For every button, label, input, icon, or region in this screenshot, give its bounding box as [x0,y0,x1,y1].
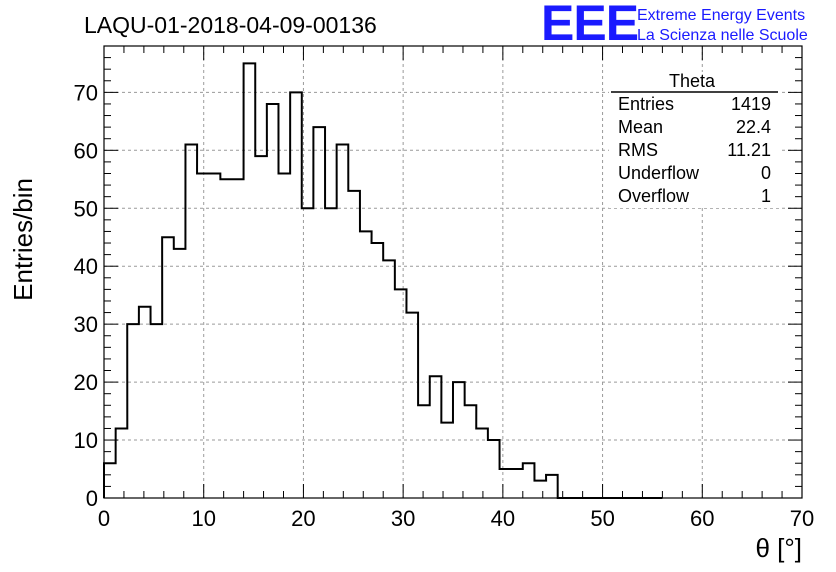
x-tick-label: 10 [191,506,215,531]
histogram-bin [383,260,395,498]
histogram-bin [465,405,477,498]
x-tick-label: 70 [790,506,814,531]
histogram-bin [267,104,279,498]
histogram-bin [313,127,325,498]
stats-row-value: 0 [761,163,771,183]
histogram-bin [511,469,523,498]
y-tick-label: 70 [74,80,98,105]
histogram-series [103,62,663,499]
histogram-bin [523,463,535,498]
histogram-bin [232,179,244,498]
stats-row-label: Entries [618,94,674,114]
stats-box-title: Theta [669,71,716,91]
stats-row-label: RMS [618,140,658,160]
histogram-bin [348,191,360,498]
histogram-bin [279,173,291,498]
histogram-bin [500,469,512,498]
x-tick-label: 20 [291,506,315,531]
histogram-bin [441,423,453,498]
stats-row-value: 11.21 [727,140,771,160]
x-tick-label: 50 [590,506,614,531]
chart-title: LAQU-01-2018-04-09-00136 [84,12,377,38]
histogram-bin [430,376,442,498]
histogram-bin [255,156,267,498]
y-tick-label: 30 [74,312,98,337]
stats-row-label: Mean [618,117,663,137]
histogram-bin [162,237,174,498]
y-tick-label: 0 [86,486,98,511]
histogram-bin [290,92,302,498]
histogram-bin [406,313,418,498]
x-tick-label: 40 [491,506,515,531]
histogram-bin [395,289,407,498]
histogram-bin [360,231,372,498]
stats-box-background [609,72,781,208]
x-tick-label: 60 [690,506,714,531]
histogram-bin [372,243,384,498]
histogram-bin [546,475,558,498]
histogram-bin [151,324,163,498]
x-tick-label: 0 [98,506,110,531]
y-tick-label: 40 [74,254,98,279]
histogram-bin [476,428,488,498]
logo-mark: EEE [541,0,638,51]
histogram-bin [174,249,186,498]
logo-line-2: La Scienza nelle Scuole [637,27,808,44]
y-tick-label: 50 [74,196,98,221]
stats-row-value: 22.4 [736,117,771,137]
histogram-bin [418,405,430,498]
y-tick-label: 60 [74,138,98,163]
eee-logo: EEE Extreme Energy Events La Scienza nel… [541,0,808,51]
histogram-bin [220,179,232,498]
histogram-bin [488,440,500,498]
stats-box: Theta Entries 1419 Mean 22.4 RMS 11.21 Underfl… [609,71,781,208]
histogram-bin [104,463,116,498]
histogram-bin [139,307,151,498]
histogram-bin [127,324,139,498]
x-tick-label: 30 [391,506,415,531]
histogram-bin [197,173,209,498]
logo-line-1: Extreme Energy Events [637,7,805,24]
y-tick-label: 20 [74,370,98,395]
histogram-bin [244,63,256,498]
stats-row-value: 1 [761,186,771,206]
plot-frame [103,45,803,499]
histogram-bin [209,173,221,498]
histogram-bin [302,208,314,498]
histogram-bin [116,428,128,498]
y-tick-label: 10 [74,428,98,453]
stats-row-value: 1419 [731,94,771,114]
stats-row-label: Overflow [618,186,690,206]
histogram-bin [534,481,546,498]
x-axis-title: θ [°] [755,533,802,563]
histogram-bin [325,208,337,498]
histogram-bin [337,145,349,498]
stats-row-label: Underflow [618,163,700,183]
histogram-bin [453,382,465,498]
histogram-bin [185,145,197,498]
y-axis-title: Entries/bin [8,178,38,301]
